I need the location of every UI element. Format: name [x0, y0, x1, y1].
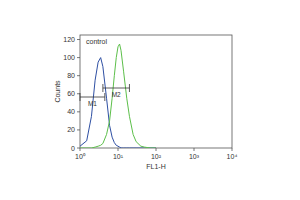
x-tick [80, 148, 81, 151]
gate-end [80, 93, 81, 101]
plot-area [80, 44, 156, 148]
gate-label: M1 [88, 100, 97, 107]
histogram-line [80, 44, 156, 148]
histogram-line [80, 58, 156, 148]
x-tick-label: 10¹ [113, 153, 124, 160]
y-tick [77, 93, 80, 94]
x-tick [232, 148, 233, 151]
chart: 0 20 40 60 80 100 120 10⁰ 10¹ 10² 10³ 10⁴ FL1-H Count… [0, 0, 300, 200]
x-tick-label: 10⁴ [227, 153, 238, 160]
x-tick [156, 148, 157, 151]
x-tick-label: 10³ [189, 153, 200, 160]
x-tick [118, 148, 119, 151]
y-tick-label: 100 [63, 54, 75, 61]
y-tick [77, 75, 80, 76]
gate-end [102, 84, 103, 92]
y-tick [77, 148, 80, 149]
y-tick [77, 111, 80, 112]
y-tick [77, 129, 80, 130]
y-tick-label: 80 [67, 72, 75, 79]
y-tick-label: 60 [67, 90, 75, 97]
y-tick-label: 20 [67, 126, 75, 133]
y-tick-label: 0 [71, 145, 75, 152]
y-tick [77, 39, 80, 40]
x-tick [194, 148, 195, 151]
gate-label: M2 [112, 91, 121, 98]
gate-bar [80, 97, 105, 98]
x-tick-label: 10² [151, 153, 162, 160]
gate-end [129, 84, 130, 92]
y-tick [77, 57, 80, 58]
x-axis-label: FL1-H [146, 163, 165, 170]
y-tick-label: 40 [67, 108, 75, 115]
gate-end [104, 93, 105, 101]
gate-bar [103, 88, 130, 89]
series-label: control [86, 38, 107, 45]
x-tick-label: 10⁰ [75, 153, 86, 160]
plot-frame [80, 35, 232, 148]
y-axis-label: Counts [54, 80, 61, 103]
y-tick-label: 120 [63, 36, 75, 43]
